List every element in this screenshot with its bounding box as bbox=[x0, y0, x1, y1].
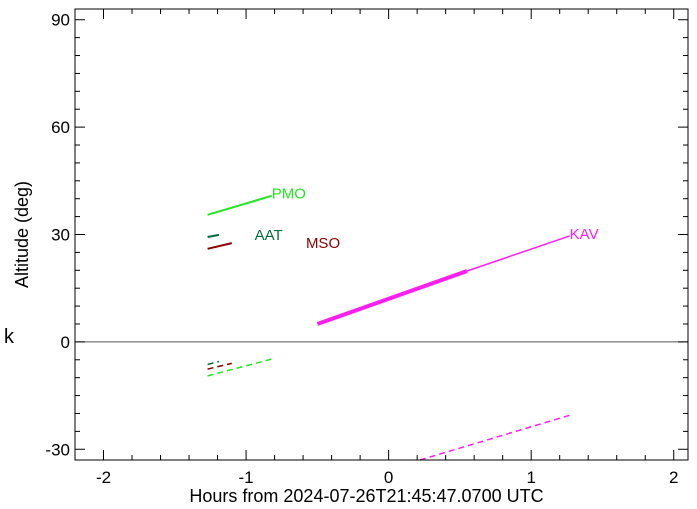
plot-frame bbox=[74, 8, 689, 461]
side-label: k bbox=[3, 327, 15, 350]
series-label-pmo: PMO bbox=[272, 185, 306, 202]
x-tick-label: -2 bbox=[96, 468, 111, 487]
series-line-below-horizon-mso bbox=[207, 362, 232, 370]
y-tick-label: 30 bbox=[51, 226, 70, 245]
y-tick-label: 0 bbox=[61, 333, 70, 352]
x-tick-label: 1 bbox=[526, 468, 535, 487]
y-tick-label: -30 bbox=[45, 440, 70, 459]
series-line-aat bbox=[207, 233, 220, 238]
series-line-below-horizon-aat bbox=[207, 360, 220, 366]
series-line-below-horizon-pmo bbox=[207, 358, 272, 377]
series-line-kav bbox=[466, 235, 570, 272]
series-line-kav bbox=[316, 269, 468, 326]
x-tick-label: 2 bbox=[669, 468, 678, 487]
x-axis-label: Hours from 2024-07-26T21:45:47.0700 UTC bbox=[189, 486, 543, 506]
x-tick-label: -1 bbox=[239, 468, 254, 487]
y-axis-label: Altitude (deg) bbox=[12, 181, 32, 288]
y-tick-label: 90 bbox=[51, 11, 70, 30]
y-tick-label: 60 bbox=[51, 118, 70, 137]
series-line-pmo bbox=[207, 194, 273, 216]
series-label-kav: KAV bbox=[570, 226, 599, 243]
series-line-below-horizon-kav bbox=[419, 414, 570, 461]
x-tick-label: 0 bbox=[384, 468, 393, 487]
series-label-aat: AAT bbox=[255, 227, 283, 244]
series-line-mso bbox=[207, 242, 233, 250]
series-label-mso: MSO bbox=[306, 235, 340, 252]
